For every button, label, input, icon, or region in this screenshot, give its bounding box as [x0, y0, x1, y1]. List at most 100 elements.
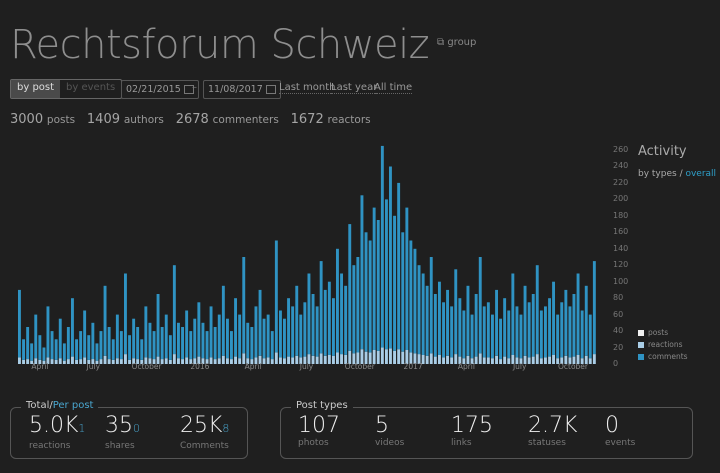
comments-bar: [515, 306, 519, 358]
comments-bar: [421, 273, 425, 355]
videos-stat: 5 videos: [375, 413, 404, 449]
last-year-link[interactable]: Last year: [331, 82, 378, 94]
reactions-bar: [132, 358, 136, 364]
comments-bar: [303, 302, 307, 357]
y-tick: 140: [613, 243, 629, 253]
reactions-bar: [580, 358, 584, 364]
reactions-bar: [380, 347, 384, 364]
reactions-bar: [115, 358, 119, 364]
y-tick: 80: [613, 293, 624, 303]
comments-bar: [270, 331, 274, 360]
comments-bar: [482, 306, 486, 358]
comments-bar: [592, 261, 596, 355]
photos-stat: 107 photos: [298, 414, 340, 449]
y-tick: 240: [613, 161, 629, 171]
reactions-bar: [499, 359, 502, 364]
totals-title: Total/Per post: [21, 400, 99, 411]
comments-bar: [572, 294, 576, 357]
comments-bar: [221, 285, 225, 356]
comments-bar: [523, 285, 527, 356]
reactions-bar: [221, 355, 225, 364]
comments-bar: [327, 281, 331, 355]
by-events-button[interactable]: by events: [66, 82, 116, 93]
last-month-link[interactable]: Last month: [279, 82, 336, 94]
reactions-bar: [458, 356, 462, 364]
comments-bar: [299, 314, 303, 358]
reactions-bar: [344, 354, 348, 364]
stat-value: 0: [605, 413, 619, 438]
stat-value: 5: [375, 413, 389, 438]
date-to-input[interactable]: 11/08/2017: [203, 80, 281, 99]
reactions-bar: [75, 359, 78, 364]
totals-panel: Total/Per post 5.0K1 reactions 350 shares …: [10, 400, 248, 459]
reactions-bar: [364, 351, 368, 364]
comments-bar: [507, 310, 511, 359]
comments-bar: [531, 294, 535, 357]
total-option[interactable]: Total: [26, 400, 50, 411]
comments-bar: [185, 310, 189, 358]
reactions-bar: [352, 353, 356, 364]
comments-bar: [474, 294, 478, 357]
stat-value: 25K: [180, 413, 223, 438]
reactions-bar: [34, 358, 38, 364]
x-tick: 2016: [190, 362, 210, 371]
reactors-label: reactors: [327, 114, 371, 126]
comments-bar: [352, 265, 356, 354]
reactions-bar: [360, 349, 364, 364]
date-from-input[interactable]: 02/21/2015: [121, 80, 199, 99]
legend-reactions: reactions: [638, 340, 683, 349]
comments-bar: [340, 273, 343, 355]
reactions-bar: [50, 359, 54, 364]
comments-bar: [79, 331, 83, 360]
comments-bar: [246, 322, 250, 359]
calendar-icon: [265, 85, 276, 94]
overall-option[interactable]: overall: [685, 169, 717, 179]
reactions-bar: [401, 351, 405, 364]
reactions-bar: [340, 354, 343, 364]
by-types-option[interactable]: by types: [638, 169, 677, 179]
comments-bar: [442, 302, 445, 358]
stat-label: Comments: [180, 441, 229, 451]
comments-bar: [242, 257, 246, 354]
y-tick: 40: [613, 326, 624, 336]
comments-bar: [433, 294, 437, 357]
legend-label: posts: [648, 328, 669, 337]
reactions-bar: [148, 358, 152, 364]
reactions-bar: [87, 359, 91, 364]
legend-swatch: [638, 353, 644, 360]
reactions-bar: [511, 354, 515, 364]
comments-bar: [397, 182, 401, 350]
comments-bar: [258, 289, 262, 356]
reactions-bar: [482, 357, 486, 364]
reactions-bar: [576, 354, 580, 364]
comments-bar: [75, 339, 78, 360]
legend-posts: posts: [638, 328, 668, 337]
per-post-option[interactable]: Per post: [52, 400, 94, 411]
stat-per-post: 0: [133, 422, 140, 435]
comments-bar: [103, 285, 107, 356]
all-time-link[interactable]: All time: [374, 82, 413, 94]
comments-bar: [446, 289, 449, 356]
reactions-bar: [111, 359, 115, 364]
comments-bar: [274, 240, 278, 353]
by-post-button[interactable]: by post: [11, 80, 61, 98]
reactions-bar: [519, 358, 523, 364]
reactions-bar: [144, 357, 148, 364]
reactions-bar: [172, 354, 176, 364]
group-link[interactable]: ⧉ group: [437, 37, 476, 48]
comments-bar: [177, 322, 180, 359]
x-tick: 2017: [403, 362, 423, 371]
reactions-bar: [539, 358, 543, 364]
legend-label: comments: [648, 352, 688, 361]
comments-bar: [226, 318, 229, 359]
reactions-bar: [22, 359, 25, 364]
posts-label: posts: [46, 114, 76, 126]
comments-bar: [544, 306, 547, 358]
reactions-bar: [230, 359, 233, 364]
reactions-bar: [572, 356, 576, 364]
reactions-bar: [258, 355, 262, 364]
reactions-bar: [425, 355, 429, 364]
reactions-bar: [42, 360, 46, 364]
x-tick: July: [299, 362, 314, 371]
